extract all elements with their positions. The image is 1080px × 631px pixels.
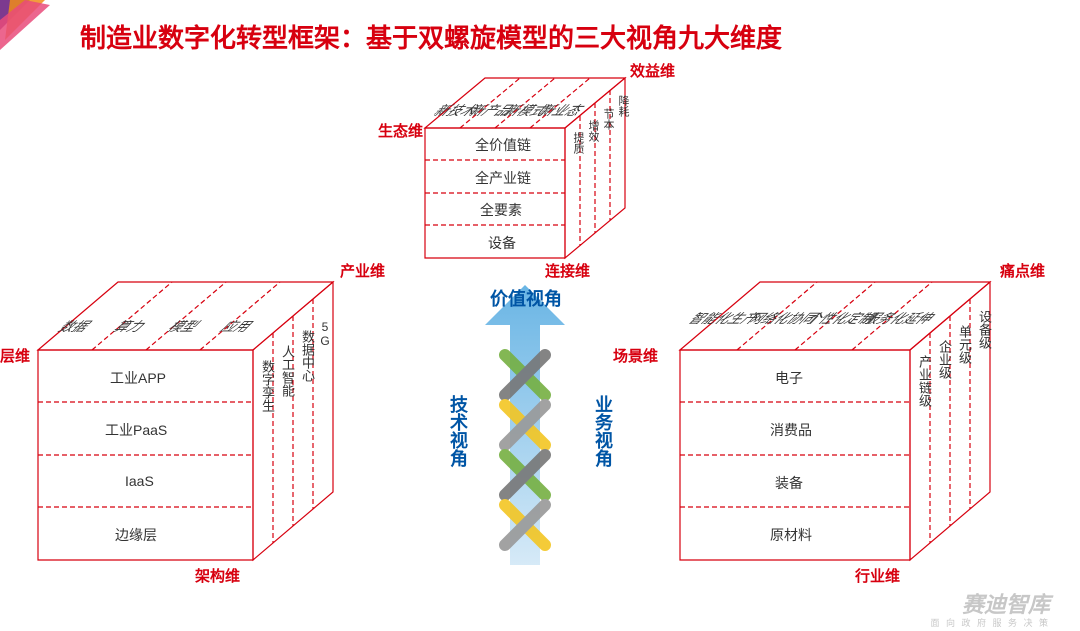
- l-front-1: 工业PaaS: [105, 420, 167, 440]
- l-front-3: 边缘层: [115, 525, 157, 545]
- r-front-0: 电子: [775, 368, 803, 388]
- r-side-2: 单元级: [955, 325, 974, 364]
- t-front-1: 全产业链: [475, 168, 531, 188]
- l-side-3: 5G: [318, 320, 332, 348]
- r-side-0: 产业链级: [915, 355, 934, 407]
- t-side-3: 降耗: [615, 95, 631, 117]
- corner-decoration: [0, 0, 60, 60]
- l-side-0: 数字孪生: [258, 360, 277, 412]
- helix-arrow-icon: [470, 285, 580, 585]
- watermark-sub: 面 向 政 府 服 务 决 策: [930, 616, 1050, 629]
- cube-top-value: [395, 68, 675, 268]
- t-front-3: 设备: [488, 233, 516, 253]
- t-side-1: 增效: [585, 120, 601, 142]
- r-side-3: 设备级: [975, 310, 994, 349]
- cube-right-dim-bottom: 行业维: [855, 565, 900, 586]
- perspective-business: 业务视角: [590, 395, 616, 467]
- t-side-2: 节本: [600, 108, 616, 130]
- r-front-3: 原材料: [770, 525, 812, 545]
- r-front-2: 装备: [775, 473, 803, 493]
- t-front-0: 全价值链: [475, 135, 531, 155]
- cube-right-dim-top: 痛点维: [1000, 260, 1045, 281]
- perspective-tech: 技术视角: [445, 395, 471, 467]
- watermark: 赛迪智库: [962, 587, 1050, 619]
- l-side-1: 人工智能: [278, 345, 297, 397]
- t-front-2: 全要素: [480, 200, 522, 220]
- r-side-1: 企业级: [935, 340, 954, 379]
- l-side-2: 数据中心: [298, 330, 317, 382]
- cube-right-dim-left: 场景维: [613, 345, 658, 366]
- r-front-1: 消费品: [770, 420, 812, 440]
- cube-top-dim-bottom: 连接维: [545, 260, 590, 281]
- cube-left-dim-bottom: 架构维: [195, 565, 240, 586]
- cube-top-dim-left: 生态维: [378, 120, 423, 141]
- l-front-2: IaaS: [125, 473, 154, 489]
- cube-left-dim-left: 层维: [0, 345, 30, 366]
- cube-top-dim-top: 效益维: [630, 60, 675, 81]
- perspective-value: 价值视角: [490, 285, 562, 311]
- l-front-0: 工业APP: [110, 368, 166, 388]
- page-title: 制造业数字化转型框架：基于双螺旋模型的三大视角九大维度: [80, 18, 782, 55]
- cube-left-dim-top: 产业维: [340, 260, 385, 281]
- t-side-0: 提质: [570, 132, 586, 154]
